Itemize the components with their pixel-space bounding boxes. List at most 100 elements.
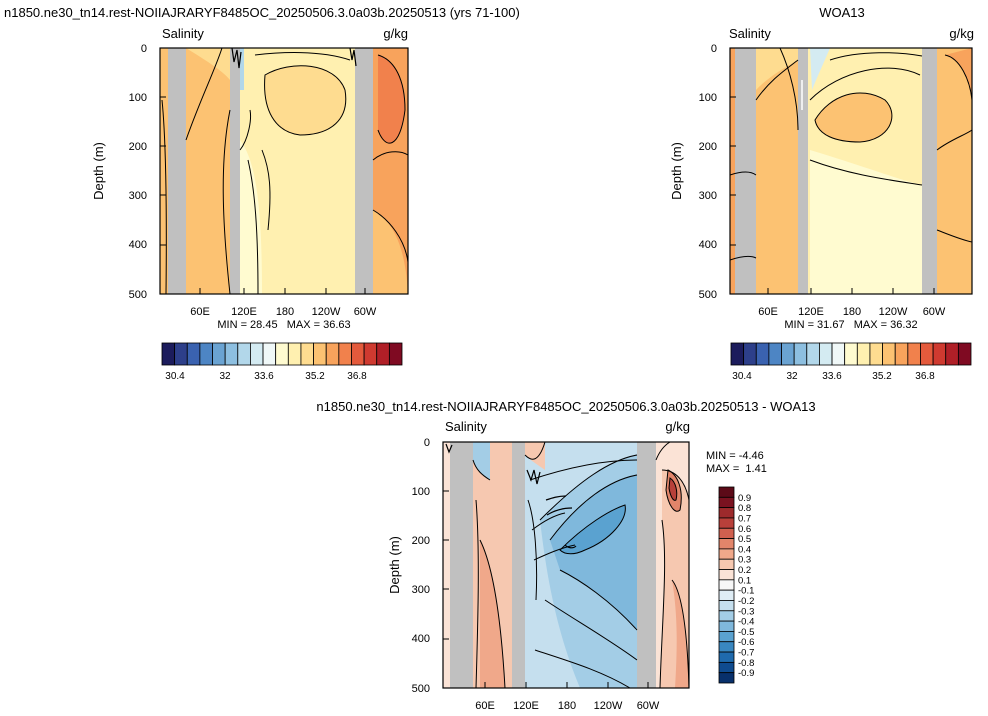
- colorbar-swatch: [363, 342, 378, 366]
- panel-obs-ytick: 500: [699, 289, 717, 301]
- colorbar-swatch: [186, 342, 201, 366]
- panel-model-colorbar-tick: 32: [219, 371, 231, 382]
- panel-obs-y-axis-label: Depth (m): [669, 142, 684, 200]
- panel-diff-ytick: 500: [412, 683, 430, 695]
- colorbar-swatch: [262, 342, 277, 366]
- colorbar-swatch: [907, 342, 921, 366]
- colorbar-swatch: [388, 342, 403, 366]
- panel-diff-ytick: 200: [412, 535, 430, 547]
- panel-diff-xtick: 60E: [475, 700, 495, 712]
- colorbar-swatch: [920, 342, 934, 366]
- colorbar-swatch: [718, 569, 735, 581]
- panel-obs-ytick: 200: [699, 141, 717, 153]
- colorbar-tick-label: -0.6: [738, 637, 754, 648]
- panel-diff-field: [443, 442, 689, 688]
- colorbar-tick-label: 0.9: [738, 493, 751, 504]
- colorbar-swatch: [957, 342, 972, 366]
- colorbar-swatch: [856, 342, 871, 366]
- colorbar-swatch: [718, 641, 735, 653]
- colorbar-tick-label: -0.4: [738, 617, 754, 628]
- panel-obs-colorbar-tick: 35.2: [872, 371, 892, 382]
- colorbar-swatch: [718, 579, 735, 591]
- colorbar-swatch: [237, 342, 251, 366]
- colorbar-swatch: [161, 342, 176, 366]
- colorbar-swatch: [945, 342, 959, 366]
- colorbar-swatch: [718, 538, 735, 550]
- colorbar-swatch: [718, 517, 735, 529]
- panel-model-y-axis-label: Depth (m): [91, 142, 106, 200]
- panel-diff-ytick: 100: [412, 486, 430, 498]
- panel-model-frame: [159, 47, 409, 295]
- panel-diff: n1850.ne30_tn14.rest-NOIIAJRARYF8485OC_2…: [316, 399, 815, 712]
- colorbar-swatch: [718, 651, 735, 663]
- panel-obs-field: [730, 48, 972, 294]
- colorbar-swatch: [718, 548, 735, 560]
- colorbar-swatch: [793, 342, 808, 366]
- panel-obs-ytick: 0: [711, 43, 717, 55]
- colorbar-swatch: [287, 342, 302, 366]
- panel-model-xtick: 180: [276, 306, 294, 318]
- panel-model-variable-label: Salinity: [162, 26, 204, 41]
- panel-obs-xtick: 120E: [798, 306, 824, 318]
- colorbar-swatch: [313, 342, 327, 366]
- colorbar-swatch: [250, 342, 264, 366]
- colorbar-swatch: [894, 342, 909, 366]
- panel-model-colorbar-tick: 36.8: [347, 371, 367, 382]
- panel-model-xtick: 120W: [312, 306, 341, 318]
- colorbar-swatch: [376, 342, 390, 366]
- panel-model-ytick: 500: [129, 289, 147, 301]
- colorbar-swatch: [718, 589, 735, 601]
- colorbar-swatch: [338, 342, 352, 366]
- colorbar-swatch: [718, 558, 735, 570]
- panel-diff-title: n1850.ne30_tn14.rest-NOIIAJRARYF8485OC_2…: [316, 399, 815, 414]
- colorbar-tick-label: -0.3: [738, 606, 754, 617]
- panel-diff-xtick: 180: [558, 700, 576, 712]
- colorbar-swatch: [718, 496, 735, 509]
- panel-model-field: [160, 48, 408, 294]
- colorbar-swatch: [932, 342, 947, 366]
- panel-model-ytick: 300: [129, 190, 147, 202]
- colorbar-tick-label: 0.3: [738, 555, 751, 566]
- colorbar-swatch: [718, 620, 735, 632]
- colorbar-swatch: [718, 527, 735, 539]
- panel-model-min-max: MIN = 28.45 MAX = 36.63: [217, 319, 350, 331]
- colorbar-swatch: [844, 342, 858, 366]
- panel-model-ytick: 200: [129, 141, 147, 153]
- panel-diff-xtick: 120E: [513, 700, 539, 712]
- colorbar-swatch: [718, 600, 735, 612]
- panel-model-xtick: 60W: [354, 306, 377, 318]
- panel-model-xtick: 60E: [190, 306, 210, 318]
- colorbar-swatch: [869, 342, 883, 366]
- panel-obs-colorbar-tick: 30.4: [732, 371, 752, 382]
- colorbar-swatch: [224, 342, 239, 366]
- panel-obs-xtick: 180: [843, 306, 861, 318]
- colorbar-swatch: [718, 631, 735, 643]
- colorbar-swatch: [781, 342, 795, 366]
- panel-obs-ytick: 400: [699, 239, 717, 251]
- colorbar-swatch: [768, 342, 782, 366]
- panel-model-colorbar-tick: 30.4: [165, 371, 185, 382]
- panel-model-colorbar: [161, 342, 403, 366]
- colorbar-swatch: [730, 342, 745, 366]
- panel-model-colorbar-tick: 35.2: [305, 371, 325, 382]
- panel-obs-colorbar-tick: 36.8: [915, 371, 935, 382]
- colorbar-swatch: [275, 342, 289, 366]
- panel-model: n1850.ne30_tn14.rest-NOIIAJRARYF8485OC_2…: [4, 5, 520, 382]
- colorbar-tick-label: 0.4: [738, 544, 751, 555]
- panel-model-xtick: 120E: [231, 306, 257, 318]
- colorbar-swatch: [718, 672, 735, 684]
- panel-diff-units-label: g/kg: [665, 419, 690, 434]
- panel-diff-min-label: MIN = -4.46: [706, 450, 764, 462]
- colorbar-swatch: [199, 342, 213, 366]
- panel-obs-colorbar-tick: 32: [786, 371, 798, 382]
- colorbar-swatch: [325, 342, 340, 366]
- colorbar-tick-label: -0.2: [738, 596, 754, 607]
- colorbar-swatch: [743, 342, 757, 366]
- panel-obs-variable-label: Salinity: [729, 26, 771, 41]
- panel-diff-frame: [442, 441, 690, 689]
- colorbar-tick-label: 0.2: [738, 565, 751, 576]
- colorbar-tick-label: 0.6: [738, 524, 751, 535]
- panel-model-units-label: g/kg: [383, 26, 408, 41]
- panel-obs-units-label: g/kg: [949, 26, 974, 41]
